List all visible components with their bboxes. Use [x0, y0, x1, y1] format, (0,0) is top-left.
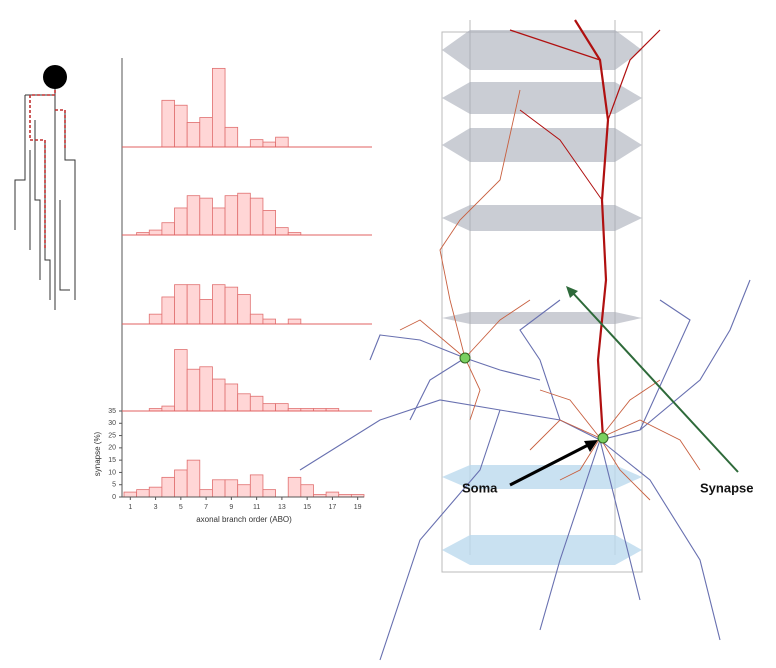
bar — [162, 297, 175, 324]
bar — [212, 208, 225, 235]
y-tick-label: 35 — [108, 408, 116, 415]
bar — [162, 477, 175, 497]
bar — [200, 299, 213, 324]
bar — [263, 404, 276, 411]
bar — [250, 314, 263, 324]
bar — [288, 319, 301, 324]
x-tick-label: 5 — [179, 504, 183, 511]
soma-2 — [598, 433, 608, 443]
y-tick-label: 5 — [112, 482, 116, 489]
x-tick-label: 3 — [154, 504, 158, 511]
bar — [263, 210, 276, 235]
y-tick-label: 10 — [108, 469, 116, 476]
bar — [250, 140, 263, 147]
bar — [276, 137, 289, 147]
bar — [276, 404, 289, 411]
bar — [212, 480, 225, 497]
y-axis-label: synapse (%) — [93, 431, 102, 476]
bar — [238, 485, 251, 497]
bar — [288, 477, 301, 497]
x-tick-label: 19 — [354, 504, 362, 511]
bar — [137, 490, 150, 497]
y-tick-label: 25 — [108, 432, 116, 439]
bar — [238, 295, 251, 324]
bar — [149, 487, 162, 497]
bar — [250, 475, 263, 497]
soma-label: Soma — [462, 480, 498, 495]
bar — [225, 287, 238, 324]
bar — [200, 198, 213, 235]
y-tick-label: 20 — [108, 445, 116, 452]
y-tick-label: 15 — [108, 457, 116, 464]
synapse-label: Synapse — [700, 480, 753, 495]
x-tick-label: 9 — [229, 504, 233, 511]
bar — [263, 319, 276, 324]
bar — [263, 142, 276, 147]
bar — [301, 485, 314, 497]
bar — [162, 406, 175, 411]
bar — [238, 394, 251, 411]
bar — [175, 105, 188, 147]
bar — [225, 384, 238, 411]
bar — [200, 118, 213, 147]
bar — [263, 490, 276, 497]
x-tick-label: 15 — [303, 504, 311, 511]
bar — [187, 196, 200, 235]
x-tick-label: 13 — [278, 504, 286, 511]
bar — [175, 285, 188, 324]
soma-1 — [460, 353, 470, 363]
bar — [187, 122, 200, 147]
x-tick-label: 7 — [204, 504, 208, 511]
page: Soma Synapse 051015202530351357911131517… — [0, 0, 776, 668]
soma-marker — [43, 65, 67, 89]
bar — [200, 367, 213, 411]
bar — [225, 196, 238, 235]
bar — [225, 480, 238, 497]
bar — [175, 470, 188, 497]
x-tick-label: 1 — [128, 504, 132, 511]
bar — [149, 314, 162, 324]
bar — [162, 100, 175, 147]
y-tick-label: 0 — [112, 494, 116, 501]
layer-planes — [442, 30, 642, 324]
bar — [238, 193, 251, 235]
bar — [212, 379, 225, 411]
synapse-arrow — [572, 292, 738, 472]
bar — [225, 127, 238, 147]
x-axis-label: axonal branch order (ABO) — [196, 515, 292, 524]
x-tick-label: 11 — [253, 504, 260, 511]
bar — [187, 285, 200, 324]
y-tick-label: 30 — [108, 420, 116, 427]
bar — [187, 460, 200, 497]
x-tick-label: 17 — [329, 504, 337, 511]
bar — [250, 396, 263, 411]
bar — [149, 230, 162, 235]
bar — [124, 492, 137, 497]
bar — [250, 198, 263, 235]
bar — [175, 208, 188, 235]
bar — [212, 68, 225, 147]
bar — [162, 223, 175, 235]
bar — [200, 490, 213, 497]
bar — [175, 350, 188, 411]
bar — [187, 369, 200, 411]
bar — [326, 492, 339, 497]
figure: Soma Synapse 051015202530351357911131517… — [0, 0, 776, 668]
bar — [276, 228, 289, 235]
bar — [212, 285, 225, 324]
